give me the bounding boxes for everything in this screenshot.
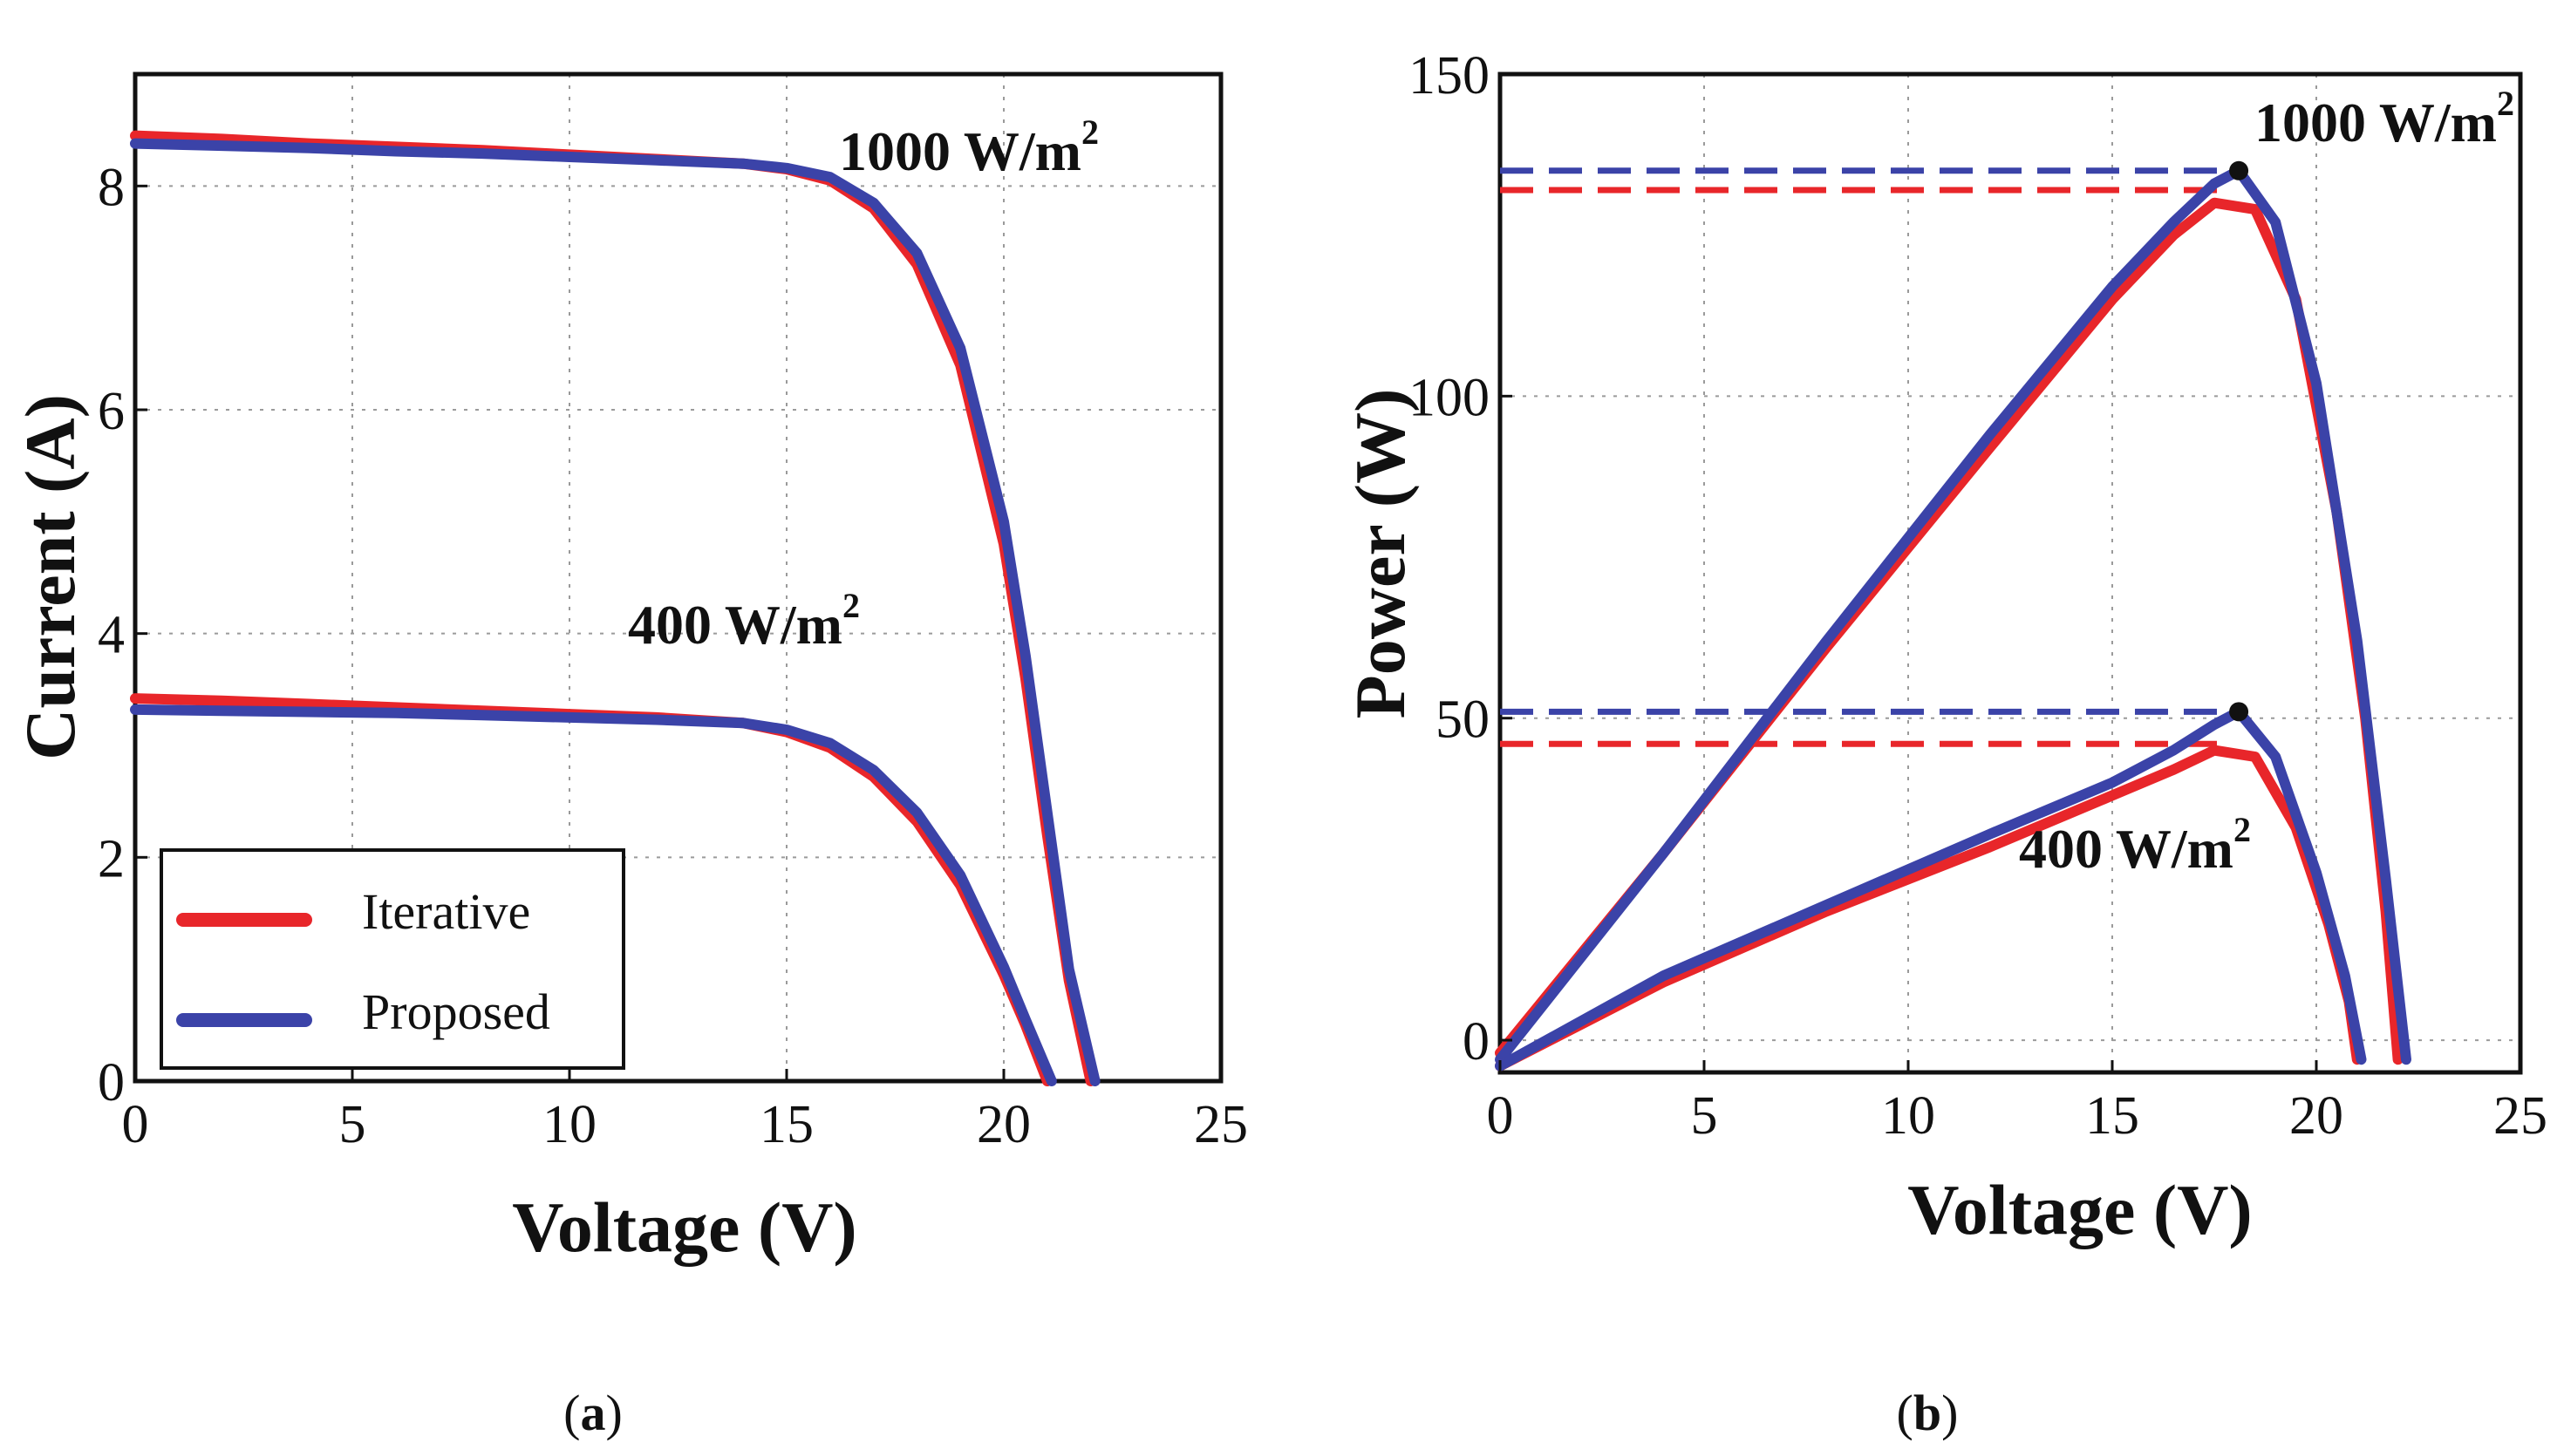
legend-box bbox=[160, 848, 625, 1070]
xlabel-b: Voltage (V) bbox=[1907, 1170, 2253, 1249]
series-line bbox=[1495, 706, 2367, 1072]
x-tick-label: 5 bbox=[339, 1095, 366, 1154]
series-b bbox=[1495, 165, 2411, 1072]
ylabel-b: Power (W) bbox=[1340, 389, 1420, 719]
ticks-b: 0 5 10 15 20 25 0 50 100 150 bbox=[1408, 46, 2547, 1146]
series-line bbox=[130, 704, 1057, 1086]
y-tick-label: 150 bbox=[1408, 46, 1490, 105]
y-tick-label: 50 bbox=[1435, 691, 1490, 750]
annotation-b-400-sup: 2 bbox=[2233, 810, 2251, 849]
series-line bbox=[1495, 197, 2404, 1065]
chart-panel-b: 0 5 10 15 20 25 0 50 100 150 Power (W) Voltage (V… bbox=[1340, 46, 2547, 1441]
mpp-point bbox=[2229, 160, 2249, 180]
annotation-b-1000-base: 1000 W/m bbox=[2254, 92, 2497, 153]
annotation-b-1000-sup: 2 bbox=[2497, 84, 2514, 123]
y-tick-label: 8 bbox=[98, 158, 125, 217]
mpp-points-b bbox=[2229, 160, 2249, 722]
ylabel-a: Current (A) bbox=[10, 394, 90, 760]
legend-label-iterative: Iterative bbox=[362, 883, 530, 940]
annotation-a-400-sup: 2 bbox=[842, 586, 860, 625]
y-tick-label: 2 bbox=[98, 829, 125, 888]
y-tick-label: 6 bbox=[98, 382, 125, 441]
series-a bbox=[130, 130, 1101, 1086]
caption-a-letter: a bbox=[581, 1385, 606, 1441]
plot-frame-b bbox=[1497, 71, 2523, 1075]
xlabel-a: Voltage (V) bbox=[512, 1187, 857, 1267]
plot-frame-a bbox=[133, 71, 1224, 1084]
x-tick-label: 20 bbox=[2289, 1086, 2343, 1146]
mpp-point bbox=[2229, 702, 2249, 722]
x-tick-label: 25 bbox=[2493, 1086, 2547, 1146]
annotation-b-400: 400 W/m2 bbox=[2019, 810, 2251, 880]
x-tick-label: 15 bbox=[760, 1095, 814, 1154]
annotation-a-1000: 1000 W/m2 bbox=[839, 112, 1099, 182]
x-tick-label: 10 bbox=[1881, 1086, 1935, 1146]
series-line bbox=[130, 138, 1101, 1086]
legend-label-proposed: Proposed bbox=[362, 983, 550, 1040]
caption-b-letter: b bbox=[1913, 1385, 1941, 1441]
annotation-a-400-base: 400 W/m bbox=[628, 594, 842, 656]
annotations-a: 1000 W/m2 400 W/m2 bbox=[628, 112, 1099, 656]
series-line bbox=[1495, 745, 2363, 1072]
annotation-a-400: 400 W/m2 bbox=[628, 586, 860, 656]
x-tick-label: 0 bbox=[122, 1095, 149, 1154]
x-tick-label: 0 bbox=[1487, 1086, 1514, 1146]
x-tick-label: 20 bbox=[977, 1095, 1031, 1154]
grid-b bbox=[1500, 74, 2520, 1072]
mpp-lines-b bbox=[1500, 167, 2240, 747]
x-tick-label: 15 bbox=[2085, 1086, 2139, 1146]
annotation-b-400-base: 400 W/m bbox=[2019, 818, 2233, 880]
series-line bbox=[1495, 165, 2411, 1065]
annotations-b: 1000 W/m2 400 W/m2 bbox=[2019, 84, 2514, 880]
annotation-a-1000-base: 1000 W/m bbox=[839, 120, 1081, 182]
legend: Iterative Proposed bbox=[160, 848, 625, 1070]
caption-a: (a) bbox=[563, 1385, 623, 1441]
ticks-a: 0 5 10 15 20 25 0 2 4 6 8 bbox=[98, 158, 1248, 1154]
x-tick-label: 10 bbox=[542, 1095, 597, 1154]
annotation-b-1000: 1000 W/m2 bbox=[2254, 84, 2514, 153]
y-tick-label: 100 bbox=[1408, 368, 1490, 427]
caption-b: (b) bbox=[1897, 1385, 1959, 1441]
x-tick-label: 5 bbox=[1691, 1086, 1718, 1146]
x-tick-label: 25 bbox=[1194, 1095, 1248, 1154]
annotation-a-1000-sup: 2 bbox=[1081, 112, 1099, 152]
y-tick-label: 4 bbox=[98, 606, 125, 665]
y-tick-label: 0 bbox=[1463, 1012, 1490, 1072]
y-tick-label: 0 bbox=[98, 1053, 125, 1112]
